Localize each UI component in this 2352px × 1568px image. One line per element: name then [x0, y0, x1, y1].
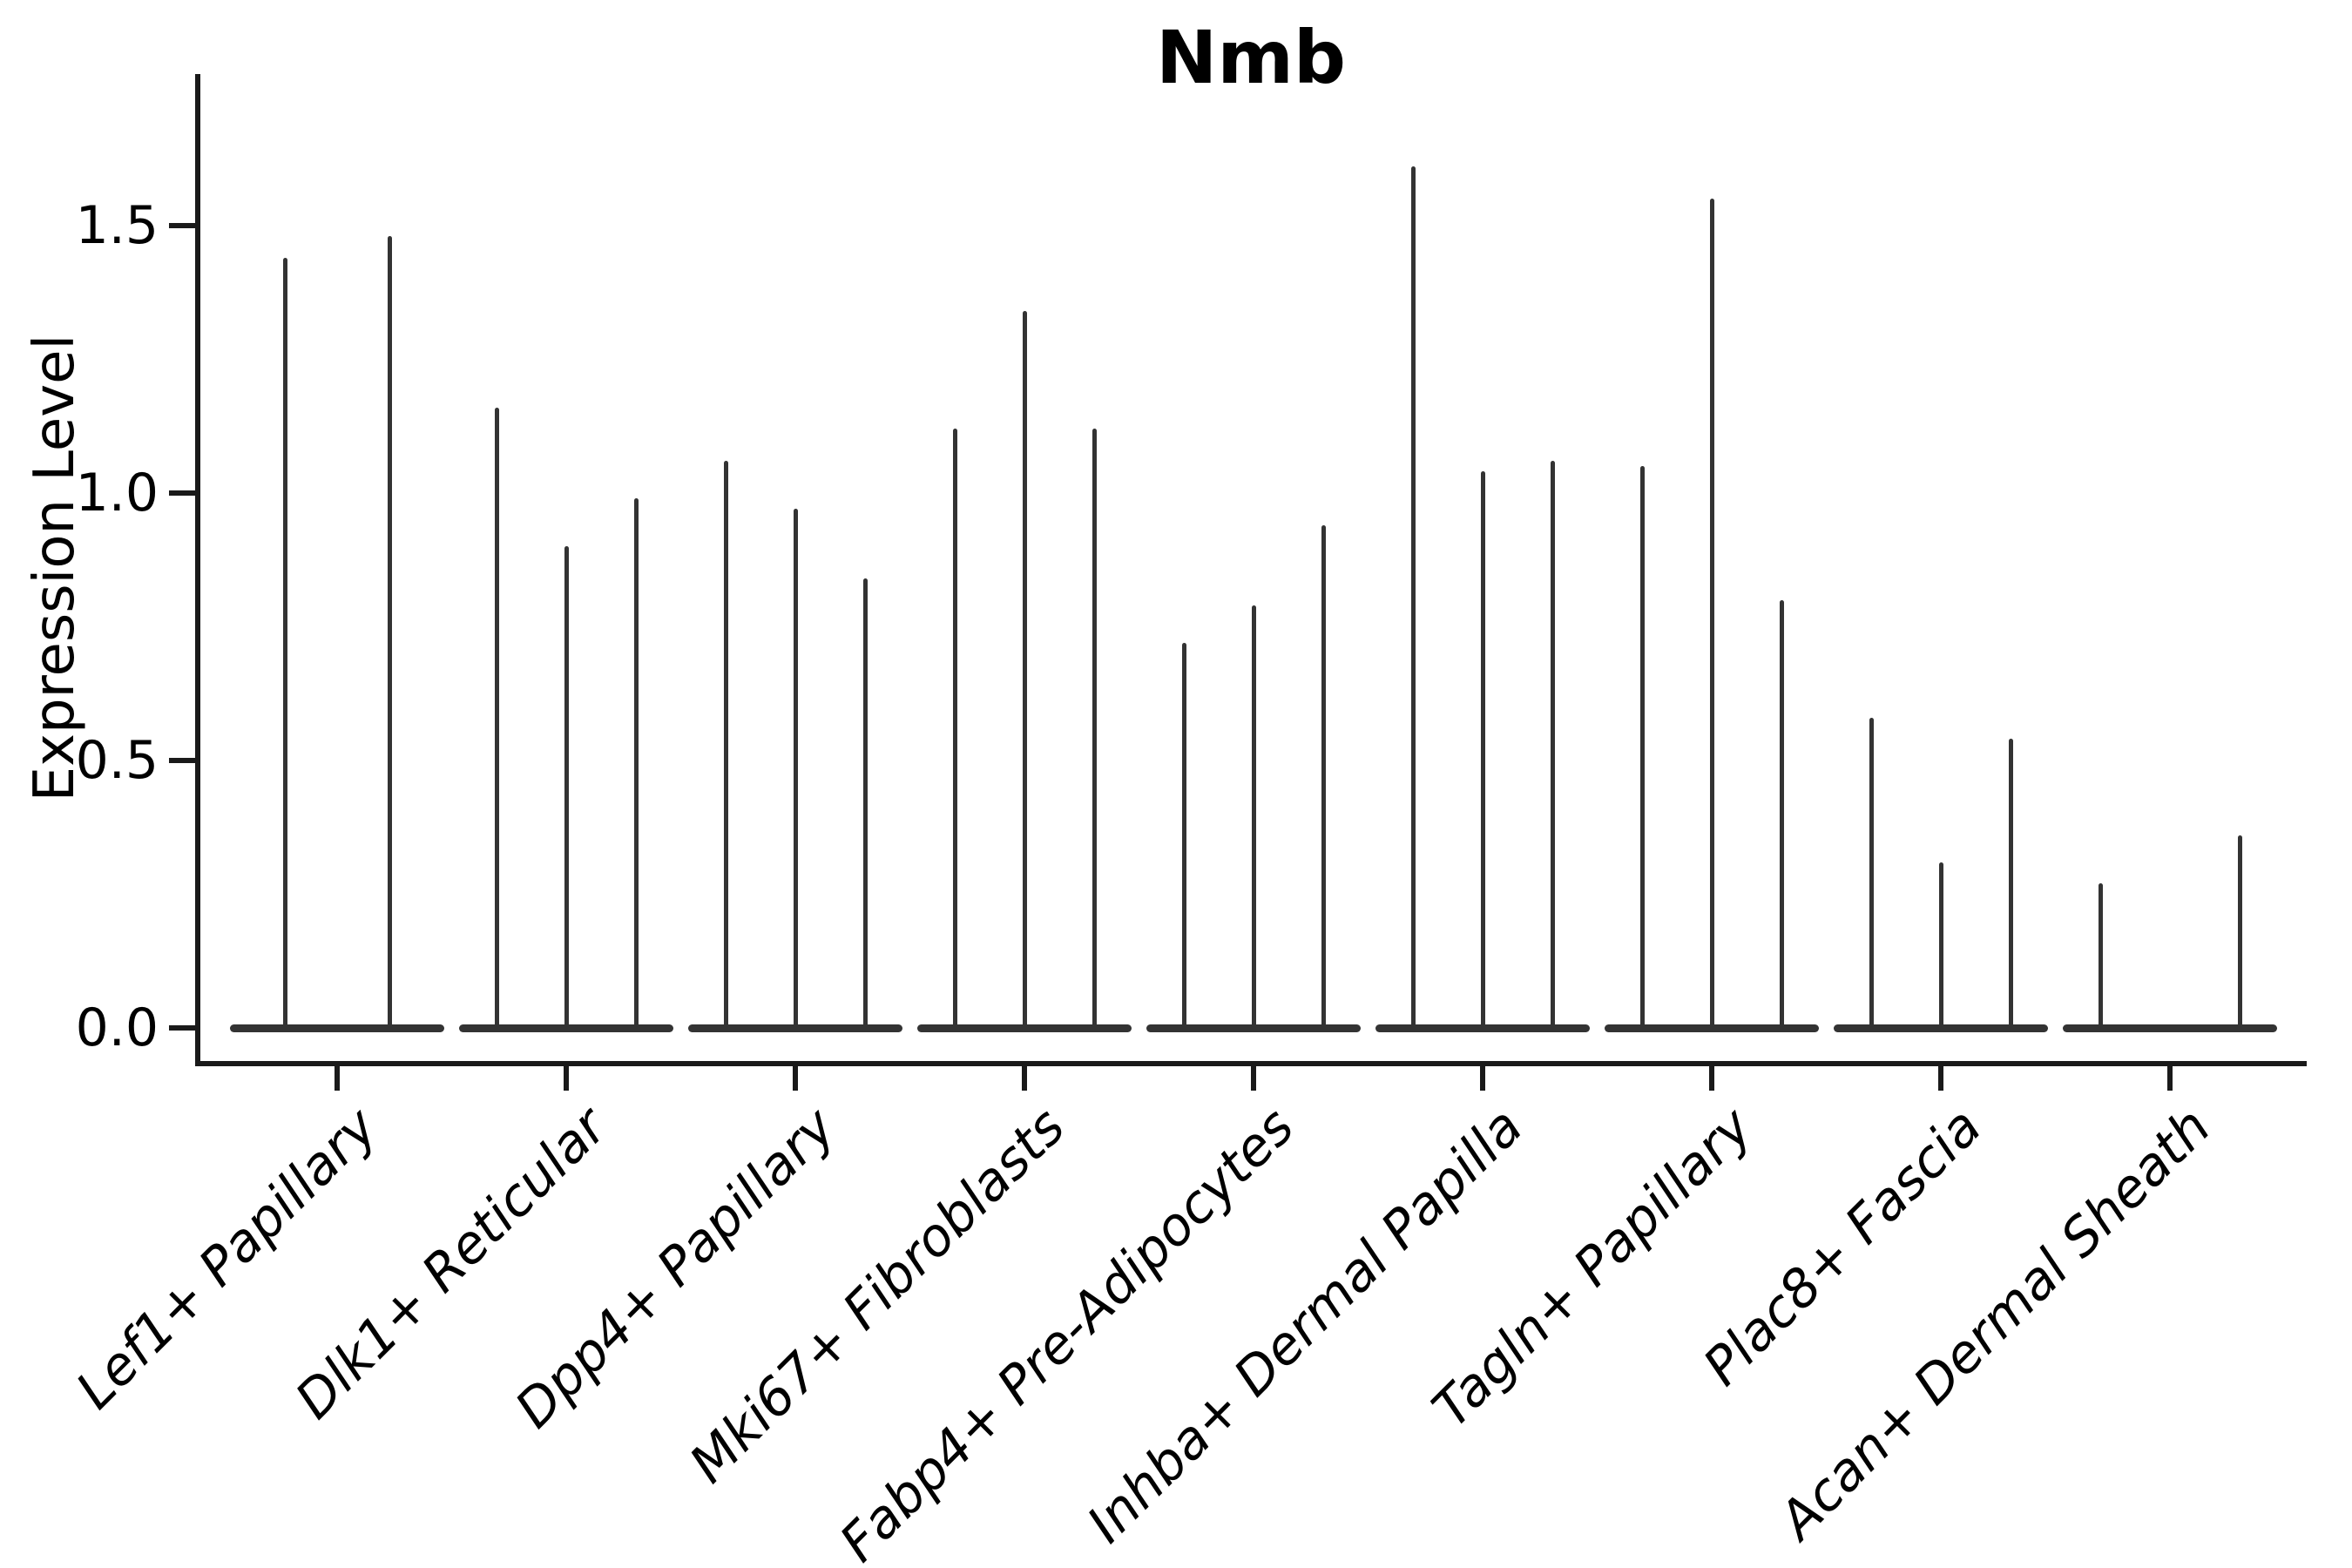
y-tick-mark: [169, 490, 195, 496]
y-tick-label: 0.0: [75, 997, 159, 1058]
x-tick-label: Fabp4+ Pre-Adipocytes: [828, 1096, 1306, 1568]
y-tick-label: 1.0: [75, 463, 159, 524]
violin-spike: [1550, 461, 1555, 1031]
x-tick-mark: [1709, 1066, 1714, 1091]
violin-spike: [1779, 599, 1784, 1031]
x-tick-label: Mki67+ Fibroblasts: [678, 1096, 1077, 1496]
violin-spike: [494, 407, 499, 1031]
violin-spike: [1022, 311, 1027, 1031]
violin-spike: [1869, 717, 1874, 1031]
x-tick-mark: [1480, 1066, 1485, 1091]
violin-spike: [564, 546, 569, 1031]
x-tick-mark: [793, 1066, 798, 1091]
y-axis-spine: [195, 74, 200, 1066]
x-tick-label: Acan+ Dermal Sheath: [1767, 1096, 2222, 1551]
violin-baseline: [2063, 1024, 2277, 1032]
violin-spike: [633, 498, 639, 1031]
violin-spike: [1938, 862, 1943, 1031]
x-tick-mark: [1938, 1066, 1943, 1091]
violin-spike: [282, 257, 287, 1031]
violin-baseline: [230, 1024, 444, 1032]
y-tick-mark: [169, 223, 195, 228]
y-tick-label: 1.5: [75, 195, 159, 256]
violin-spike: [1410, 166, 1416, 1031]
x-tick-mark: [335, 1066, 340, 1091]
x-tick-mark: [1251, 1066, 1256, 1091]
violin-spike: [2008, 739, 2013, 1031]
violin-spike: [387, 236, 392, 1031]
violin-spike: [862, 578, 868, 1031]
violin-spike: [793, 509, 798, 1031]
violin-spike: [1181, 642, 1186, 1031]
violin-spike: [2098, 883, 2103, 1031]
violin-spike: [1480, 471, 1485, 1031]
violin-spike: [1639, 466, 1645, 1031]
y-tick-mark: [169, 1025, 195, 1031]
violin-spike: [1251, 605, 1256, 1031]
x-axis-spine: [195, 1061, 2307, 1066]
violin-spike: [1321, 524, 1326, 1031]
violin-spike: [1092, 429, 1097, 1031]
y-tick-mark: [169, 758, 195, 763]
violin-spike: [723, 461, 728, 1031]
x-tick-label: Inhba+ Dermal Papilla: [1076, 1096, 1535, 1555]
violin-spike: [1709, 199, 1714, 1031]
x-tick-mark: [564, 1066, 569, 1091]
chart-title: Nmb: [1156, 15, 1346, 100]
x-tick-mark: [1022, 1066, 1027, 1091]
violin-spike: [952, 429, 957, 1031]
y-tick-label: 0.5: [75, 730, 159, 791]
violin-spike: [2237, 835, 2242, 1031]
x-tick-mark: [2167, 1066, 2173, 1091]
